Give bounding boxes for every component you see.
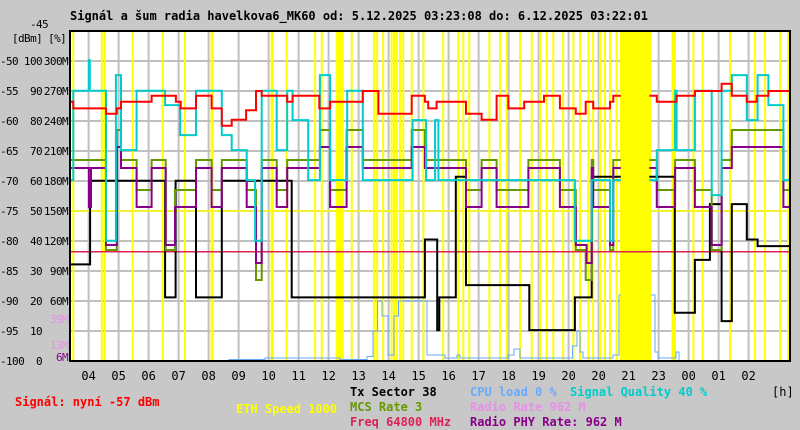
x-tick-label: 07 xyxy=(171,369,185,383)
y-label-rate: 150M xyxy=(44,205,69,218)
y-label-pct: 30 xyxy=(30,265,42,278)
x-tick-label: 20 xyxy=(591,369,605,383)
plot-area xyxy=(70,31,790,361)
y-label-rate: 180M xyxy=(44,175,69,188)
y-top-label: -45 xyxy=(30,18,48,31)
x-axis-labels: [h] 04 05 06 07 08 09 10 11 12 13 14 15 16 17 18 19 20 20… xyxy=(81,369,793,399)
y-label-rate: 210M xyxy=(44,145,69,158)
y-label-dbm: -70 xyxy=(0,175,18,188)
x-tick-label: 18 xyxy=(501,369,515,383)
legend-radio-phy-rate: Radio PHY Rate: 962 M xyxy=(470,415,622,429)
eth-event-band xyxy=(671,31,676,361)
y-label-rate: 300M xyxy=(44,55,69,68)
y-label-pct: 70 xyxy=(30,145,42,158)
y-label-pct: 90 xyxy=(30,85,42,98)
y-label-dbm: -50 xyxy=(0,55,18,68)
legend-freq: Freq 64800 MHz xyxy=(350,415,451,429)
rate-label-13m: 13M xyxy=(50,339,69,352)
legend-tx-sector: Tx Sector 38 xyxy=(350,385,437,399)
y-label-pct: 20 xyxy=(30,295,42,308)
y-label-dbm: -75 xyxy=(0,205,18,218)
legend-eth-speed: ETH Speed 1000 xyxy=(236,402,337,416)
y-label-pct: 60 xyxy=(30,175,42,188)
series-tx-sector-line xyxy=(70,175,790,332)
legend-signal-quality: Signal Quality 40 % xyxy=(570,385,708,399)
x-tick-label: 01 xyxy=(711,369,725,383)
legend-mcs-rate: MCS Rate 3 xyxy=(350,400,422,414)
legend: Signál: nyní -57 dBm ETH Speed 1000 Tx S… xyxy=(15,385,708,429)
x-tick-label: 17 xyxy=(471,369,485,383)
y-label-dbm: -100 xyxy=(0,355,24,368)
y-label-pct: 100 xyxy=(24,55,42,68)
y-label-dbm: -65 xyxy=(0,145,18,158)
threshold-lines xyxy=(70,210,790,253)
x-tick-label: 09 xyxy=(231,369,245,383)
x-tick-label: 11 xyxy=(291,369,305,383)
x-tick-label: 06 xyxy=(141,369,155,383)
series-signal-line xyxy=(70,82,790,127)
y-label-dbm: -80 xyxy=(0,235,18,248)
series-cpu-load-line xyxy=(70,294,790,362)
x-tick-label: 05 xyxy=(111,369,125,383)
x-unit-label: [h] xyxy=(772,385,794,399)
y-label-rate: 270M xyxy=(44,85,69,98)
x-tick-label: 14 xyxy=(381,369,395,383)
series-signal-quality-line xyxy=(70,59,790,242)
rate-label-6m: 6M xyxy=(56,351,69,364)
x-tick-label: 10 xyxy=(261,369,275,383)
y-label-rate: 120M xyxy=(44,235,69,248)
y-label-pct: 0 xyxy=(36,355,42,368)
x-tick-label: 12 xyxy=(321,369,335,383)
x-tick-label: 21 xyxy=(621,369,635,383)
x-tick-label: 00 xyxy=(681,369,695,383)
x-tick-label: 13 xyxy=(351,369,365,383)
y-axis-labels: -45 [dBm] [%] 39M 13M 6M -50 100 300M-55 90… xyxy=(0,18,70,368)
y-label-dbm: -95 xyxy=(0,325,18,338)
x-tick-label: 16 xyxy=(441,369,455,383)
y-label-rate: 60M xyxy=(50,295,69,308)
y-label-rate: 240M xyxy=(44,115,69,128)
y-unit-label: [dBm] [%] xyxy=(12,32,66,45)
x-tick-label: 23 xyxy=(651,369,665,383)
legend-cpu-load: CPU load 0 % xyxy=(470,385,557,399)
chart-title: Signál a šum radia havelkova6_MK60 od: 5… xyxy=(70,9,648,24)
legend-radio-rate: Radio Rate 962 M xyxy=(470,400,586,414)
x-tick-label: 19 xyxy=(531,369,545,383)
y-label-dbm: -55 xyxy=(0,85,18,98)
y-label-dbm: -85 xyxy=(0,265,18,278)
plot-border xyxy=(69,30,791,362)
y-label-dbm: -60 xyxy=(0,115,18,128)
y-label-pct: 40 xyxy=(30,235,42,248)
x-tick-label: 02 xyxy=(741,369,755,383)
y-label-rate: 90M xyxy=(50,265,69,278)
rate-label-39m: 39M xyxy=(50,313,69,326)
x-tick-label: 04 xyxy=(81,369,95,383)
y-label-pct: 50 xyxy=(30,205,42,218)
x-tick-label: 20 xyxy=(561,369,575,383)
eth-event-band xyxy=(619,31,652,361)
legend-signal-now: Signál: nyní -57 dBm xyxy=(15,395,160,409)
x-tick-label: 15 xyxy=(411,369,425,383)
y-label-pct: 80 xyxy=(30,115,42,128)
x-tick-label: 08 xyxy=(201,369,215,383)
y-label-pct: 10 xyxy=(30,325,42,338)
series-lines xyxy=(70,59,790,362)
y-label-dbm: -90 xyxy=(0,295,18,308)
